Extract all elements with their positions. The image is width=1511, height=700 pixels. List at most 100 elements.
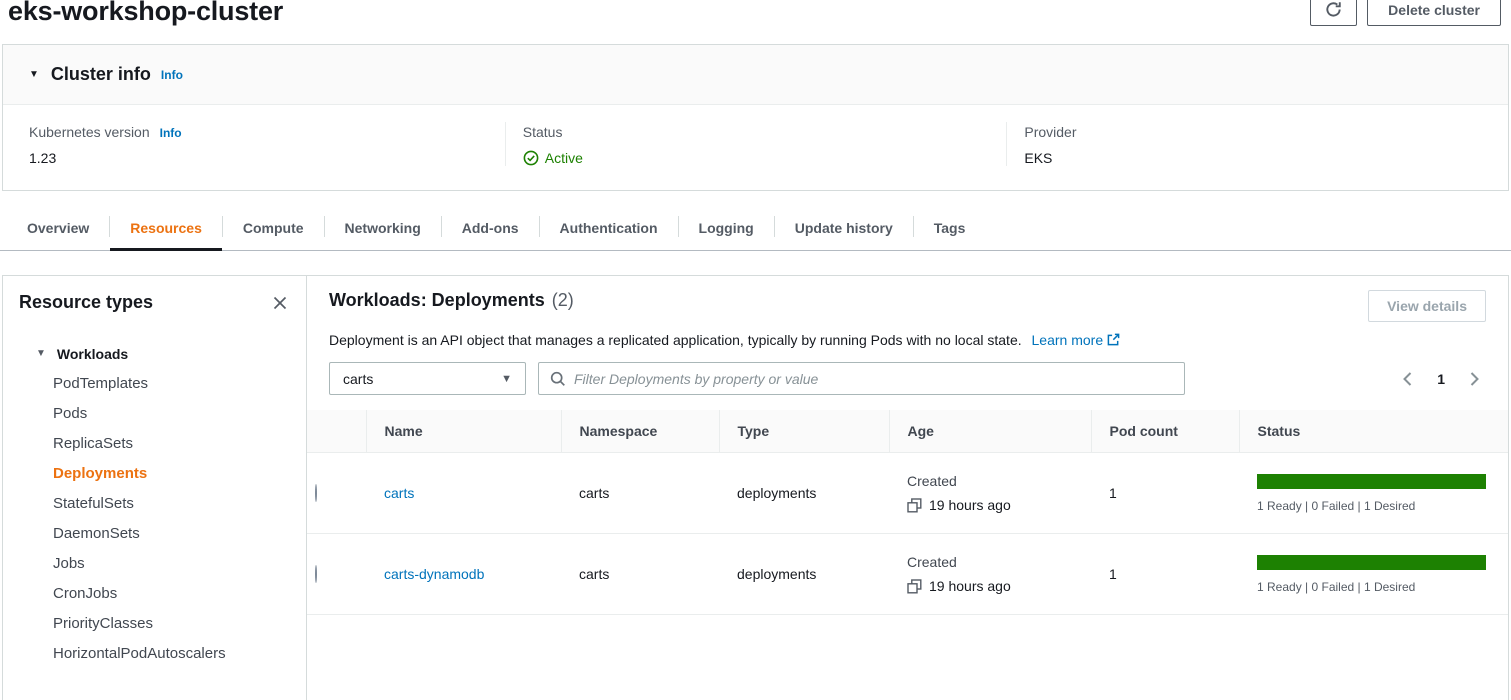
status-value: Active [544,150,583,166]
tab-authentication[interactable]: Authentication [559,220,658,236]
sidebar-item-jobs[interactable]: Jobs [53,555,85,572]
namespace-cell: carts [561,452,719,534]
column-header-name: Name [365,410,561,453]
pod-count-cell: 1 [1091,452,1239,534]
status-cell: 1 Ready | 0 Failed | 1 Desired [1239,452,1508,534]
sidebar-item-cronjobs[interactable]: CronJobs [53,585,118,602]
status-text: 1 Ready | 0 Failed | 1 Desired [1257,579,1416,594]
select-column-header [307,410,366,453]
cluster-info-title: Cluster info [50,64,151,84]
cluster-info-info-link[interactable]: Info [160,67,183,82]
refresh-button[interactable] [1310,0,1358,26]
row-select-radio[interactable] [315,484,317,502]
tree-group-label: Workloads [56,346,129,362]
age-cell: Created 19 hours ago [889,533,1091,615]
deployments-main: Workloads: Deployments (2) View details … [307,276,1508,700]
collapse-triangle-icon[interactable]: ▼ [29,69,39,80]
column-header-status: Status [1238,410,1508,453]
learn-more-link[interactable]: Learn more [1031,332,1104,348]
age-value: 19 hours ago [929,578,1011,594]
resource-types-title: Resource types [19,292,154,312]
tab-separator [912,216,914,237]
deployments-title: Workloads: Deployments [329,290,545,310]
type-cell: deployments [719,533,889,615]
column-header-pod-count: Pod count [1090,410,1239,453]
status-field: Status Active [504,122,1007,166]
tab-add-ons[interactable]: Add-ons [461,220,519,236]
tab-separator [773,216,775,237]
sidebar-item-statefulsets[interactable]: StatefulSets [53,495,134,512]
sidebar-item-priorityclasses[interactable]: PriorityClasses [53,615,154,632]
age-created-label: Created [907,554,957,570]
type-cell: deployments [719,452,889,534]
refresh-icon [1325,1,1342,18]
tab-update-history[interactable]: Update history [794,220,893,236]
sidebar-item-daemonsets[interactable]: DaemonSets [53,525,140,542]
current-page[interactable]: 1 [1437,370,1445,387]
tab-separator [221,216,223,237]
deployments-table: Name Namespace Type Age Pod count Status… [307,410,1508,615]
tab-logging[interactable]: Logging [698,220,754,236]
tab-separator [109,216,111,237]
filter-search-field[interactable] [538,362,1185,395]
column-header-namespace: Namespace [560,410,719,453]
tab-separator [677,216,679,237]
chevron-down-icon: ▼ [501,372,512,385]
deployments-count: (2) [551,290,574,310]
tab-resources[interactable]: Resources [110,206,222,251]
sidebar-item-horizontalpodautoscalers[interactable]: HorizontalPodAutoscalers [53,645,226,662]
copy-icon[interactable] [907,578,922,594]
table-row: carts-dynamodb carts deployments Created… [307,533,1508,615]
header-actions: Delete cluster [1310,0,1501,26]
cluster-tabs: Overview Resources Compute Networking Ad… [0,206,1511,251]
table-row: carts carts deployments Created 19 hours… [307,452,1508,534]
tab-compute[interactable]: Compute [242,220,304,236]
provider-label: Provider [1024,124,1077,140]
age-value: 19 hours ago [929,497,1011,513]
copy-icon[interactable] [907,497,922,513]
age-cell: Created 19 hours ago [889,452,1091,534]
external-link-icon [1107,333,1120,349]
tab-separator [538,216,540,237]
sidebar-item-pods[interactable]: Pods [53,405,88,422]
status-bar [1257,554,1486,570]
row-select-radio[interactable] [315,565,317,583]
deployment-link[interactable]: carts [384,485,415,501]
next-page-icon[interactable] [1469,371,1480,387]
column-header-age: Age [888,410,1091,453]
view-details-button[interactable]: View details [1368,290,1486,322]
resources-panel: Resource types ▼ Workloads PodTemplates … [2,275,1509,700]
cluster-info-header[interactable]: ▼ Cluster info Info [3,45,1508,105]
sidebar-item-deployments[interactable]: Deployments [53,465,148,482]
tab-separator [440,216,442,237]
deployments-description: Deployment is an API object that manages… [307,332,1508,349]
provider-value: EKS [1024,150,1053,166]
tab-tags[interactable]: Tags [933,220,966,236]
description-text: Deployment is an API object that manages… [329,332,1022,348]
filter-search-input[interactable] [574,370,1173,387]
status-cell: 1 Ready | 0 Failed | 1 Desired [1239,533,1508,615]
deployment-link[interactable]: carts-dynamodb [384,566,485,582]
previous-page-icon[interactable] [1402,371,1413,387]
cluster-info-card: ▼ Cluster info Info Kubernetes version I… [2,44,1509,191]
namespace-filter-select[interactable]: carts ▼ [329,362,526,395]
kubernetes-version-info-link[interactable]: Info [159,126,182,140]
column-header-type: Type [718,410,889,453]
tab-networking[interactable]: Networking [344,220,421,236]
tree-group-workloads[interactable]: ▼ Workloads [19,339,290,369]
tab-overview[interactable]: Overview [27,220,90,236]
table-header-row: Name Namespace Type Age Pod count Status [307,410,1508,453]
page-header: eks-workshop-cluster Delete cluster [0,0,1511,42]
sidebar-item-podtemplates[interactable]: PodTemplates [53,375,149,392]
kubernetes-version-value: 1.23 [29,150,57,166]
close-icon[interactable] [270,293,290,313]
sidebar-item-replicasets[interactable]: ReplicaSets [53,435,134,452]
kubernetes-version-field: Kubernetes version Info 1.23 [3,122,505,166]
resource-tree: ▼ Workloads PodTemplates Pods ReplicaSet… [19,339,290,669]
tab-separator [323,216,325,237]
provider-field: Provider EKS [1006,122,1508,166]
kubernetes-version-label: Kubernetes version [29,124,150,140]
delete-cluster-button[interactable]: Delete cluster [1367,0,1501,26]
age-created-label: Created [907,473,957,489]
collapse-triangle-icon: ▼ [36,348,46,359]
